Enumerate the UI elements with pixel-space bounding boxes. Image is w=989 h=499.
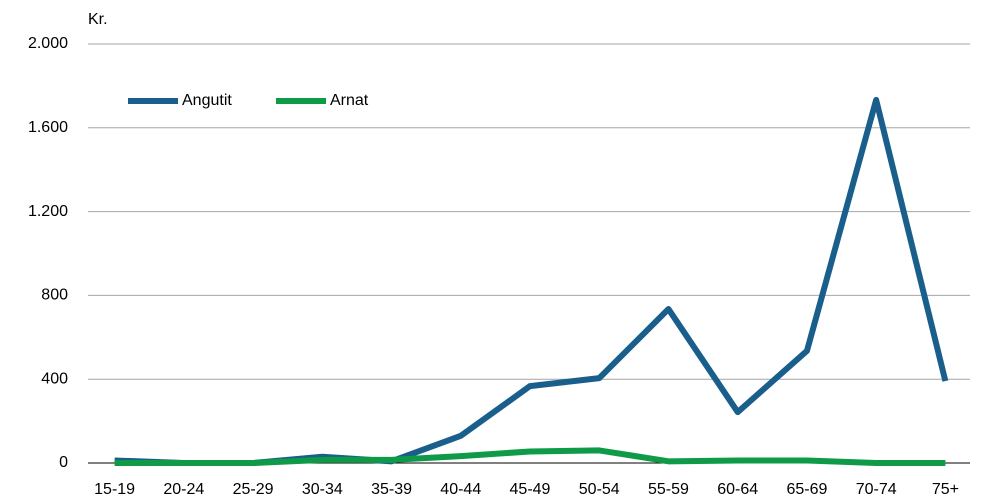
legend-label: Arnat — [330, 92, 369, 109]
x-tick-label: 25-29 — [233, 481, 274, 498]
x-tick-label: 65-69 — [786, 481, 827, 498]
x-tick-label: 60-64 — [717, 481, 758, 498]
x-tick-label: 40-44 — [440, 481, 481, 498]
x-tick-label: 45-49 — [510, 481, 551, 498]
x-tick-label: 75+ — [932, 481, 959, 498]
y-tick-label: 400 — [41, 370, 68, 387]
x-tick-label: 35-39 — [371, 481, 412, 498]
x-tick-label: 15-19 — [94, 481, 135, 498]
y-tick-label: 800 — [41, 287, 68, 304]
x-tick-label: 70-74 — [856, 481, 897, 498]
data-line — [114, 96, 949, 466]
data-line — [114, 447, 946, 466]
y-tick-label: 1.600 — [28, 119, 68, 136]
x-tick-label: 50-54 — [579, 481, 620, 498]
y-axis-label: Kr. — [88, 11, 108, 28]
y-tick-label: 1.200 — [28, 203, 68, 220]
legend-label: Angutit — [182, 92, 232, 109]
x-tick-label: 30-34 — [302, 481, 343, 498]
x-tick-label: 55-59 — [648, 481, 689, 498]
y-tick-label: 2.000 — [28, 35, 68, 52]
y-tick-label: 0 — [59, 454, 68, 471]
x-tick-label: 20-24 — [163, 481, 204, 498]
